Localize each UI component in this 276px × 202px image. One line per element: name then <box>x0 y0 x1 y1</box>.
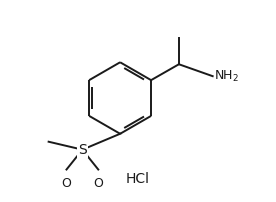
Text: O: O <box>93 178 103 190</box>
Text: O: O <box>62 178 71 190</box>
Text: NH$_2$: NH$_2$ <box>214 69 239 84</box>
Text: S: S <box>78 143 87 157</box>
Text: HCl: HCl <box>126 173 150 186</box>
